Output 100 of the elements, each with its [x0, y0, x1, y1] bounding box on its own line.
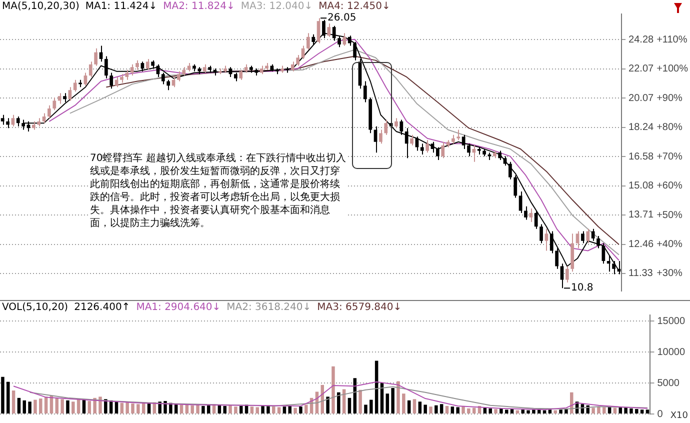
bar [22, 400, 26, 414]
bar [602, 407, 606, 414]
annotation: 70螳臂挡车 超越切入线或奉承线：在下跌行情中收出切入线或是奉承线，股价发生短暂而微弱的反弹，次日又打穿此前阳线创出的短期底部，再创新低，这通常是股价将续跌的信号。此时，投资者可以考虑斩仓出局，以免更大损失。具体操作中，投资者要认真研究个股基本面和消息面，以提防主力骗线洗筹。 [90, 152, 348, 230]
bar [304, 404, 308, 414]
bar [93, 398, 96, 414]
y-tick-label: 20.07 [628, 92, 654, 104]
bar [391, 388, 394, 414]
bar [630, 408, 633, 414]
bar [450, 406, 454, 414]
bar [521, 410, 524, 414]
bar [190, 405, 194, 414]
annotation: 26.05 [328, 12, 356, 24]
bar [424, 404, 427, 414]
y2-tick-label: +80% [656, 122, 683, 134]
annotation: 10.8 [570, 282, 594, 294]
bar [358, 390, 362, 414]
bar [39, 398, 42, 414]
bar [402, 394, 406, 414]
bar [386, 394, 390, 414]
y2-tick-label: +110% [656, 34, 688, 46]
bar [34, 400, 37, 414]
bar [17, 398, 21, 414]
bar [559, 410, 562, 414]
bar [462, 406, 465, 414]
bar [228, 405, 232, 414]
bar [131, 403, 134, 414]
bar [467, 408, 470, 414]
bar [494, 409, 498, 414]
bar [445, 406, 449, 414]
bar [337, 392, 340, 414]
bar [597, 406, 600, 414]
bar [640, 410, 644, 414]
chart-title: VOL(5,10,20) [2, 302, 68, 313]
bar [239, 406, 243, 414]
y2-tick-label: +90% [656, 92, 683, 104]
bar [370, 400, 373, 414]
bar [570, 392, 574, 414]
bar [504, 410, 508, 414]
bar [147, 403, 151, 414]
text: MA3: 12.040↓ [240, 1, 313, 12]
bar [12, 390, 16, 414]
text: 2126.400↑ [74, 302, 130, 313]
y-tick-label: 18.24 [628, 122, 654, 134]
y-tick-label: 22.07 [628, 64, 654, 75]
bar [456, 407, 460, 414]
bar [1, 376, 4, 414]
bar [206, 405, 210, 414]
y-tick-label: 12.46 [628, 239, 654, 250]
bar [66, 400, 70, 414]
y2-tick-label: +100% [656, 64, 688, 75]
bar [646, 410, 650, 414]
bar [407, 400, 411, 414]
y-tick-label: 10000 [657, 346, 686, 358]
y-tick-label: 5000 [657, 378, 680, 389]
bar [136, 404, 140, 414]
bar [98, 396, 102, 414]
y-tick-label: 24.28 [628, 34, 654, 46]
y-tick-label: 11.33 [628, 268, 654, 280]
bar [88, 401, 92, 414]
y-axis-title: X10 [670, 411, 688, 421]
bar [72, 402, 75, 414]
y2-tick-label: +60% [656, 180, 683, 192]
bar [60, 399, 64, 414]
y2-tick-label: +50% [656, 210, 683, 221]
bar [261, 406, 264, 414]
bar [202, 406, 205, 414]
bar [396, 381, 400, 414]
bar [256, 407, 259, 414]
bar [348, 398, 352, 414]
bar [223, 406, 226, 414]
bar [272, 406, 276, 414]
bar [635, 409, 638, 414]
y2-tick-label: +70% [656, 151, 683, 162]
bar [277, 407, 281, 414]
bar [126, 402, 129, 414]
bar [28, 402, 32, 414]
bar [332, 366, 335, 414]
bar [234, 406, 238, 414]
bar [364, 404, 368, 414]
bar [326, 396, 330, 414]
text: MA1: 11.424↓ [85, 1, 158, 12]
y-tick-label: 15.08 [628, 180, 654, 192]
bar [114, 402, 118, 414]
bar [554, 410, 557, 414]
text: MA2: 3618.240↓ [226, 302, 312, 313]
bar [592, 408, 595, 414]
bar [429, 406, 432, 414]
text: MA2: 11.824↓ [163, 1, 235, 12]
y-tick-label: 13.71 [628, 210, 654, 221]
bar [250, 406, 254, 414]
bar [282, 406, 286, 414]
bar [418, 402, 422, 414]
bar [440, 404, 444, 414]
text: MA4: 12.450↓ [318, 1, 390, 12]
bar [488, 408, 492, 414]
bar [548, 410, 552, 414]
bar [6, 382, 10, 414]
text: MA3: 6579.840↓ [317, 302, 402, 313]
chart-title: MA(5,10,20,30) [2, 1, 80, 12]
y-tick-label: 16.58 [628, 151, 654, 162]
